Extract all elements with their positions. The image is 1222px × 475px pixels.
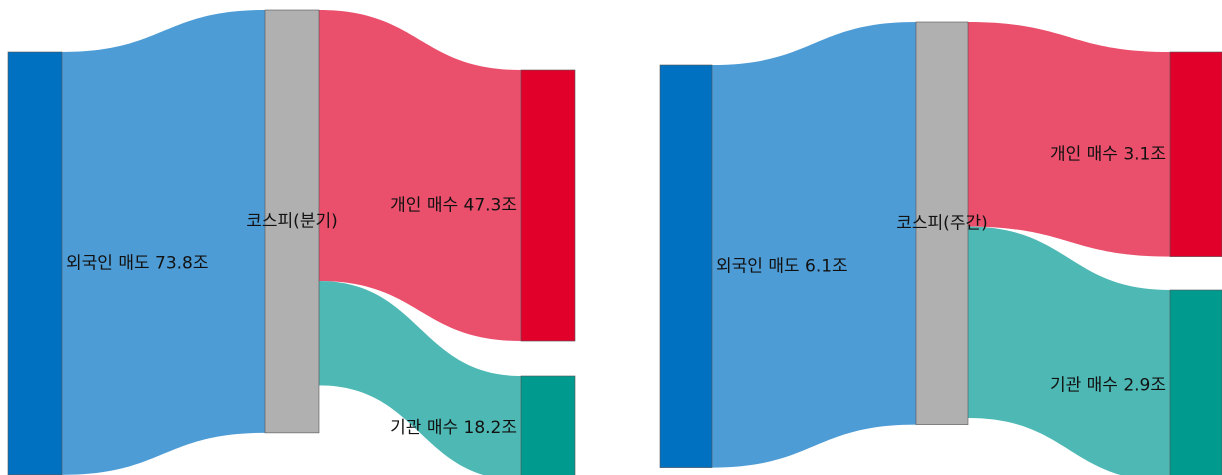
node <box>520 69 576 342</box>
link <box>968 226 1170 475</box>
node <box>659 64 713 468</box>
node <box>264 9 320 434</box>
node <box>7 51 63 475</box>
link <box>319 281 521 475</box>
node <box>1169 289 1222 475</box>
link <box>62 10 265 475</box>
node-label: 외국인 매도 6.1조 <box>716 256 848 276</box>
node-label: 외국인 매도 73.8조 <box>66 253 209 273</box>
link <box>968 22 1170 257</box>
link <box>319 10 521 342</box>
node <box>915 21 969 425</box>
node-label: 코스피(주간) <box>896 213 987 233</box>
link <box>712 22 916 468</box>
node-label: 개인 매수 3.1조 <box>1050 144 1166 164</box>
node-label: 기관 매수 2.9조 <box>1050 376 1166 396</box>
node <box>1169 51 1222 257</box>
node-label: 개인 매수 47.3조 <box>390 196 517 216</box>
node <box>520 375 576 475</box>
node-label: 코스피(분기) <box>246 211 337 231</box>
node-label: 기관 매수 18.2조 <box>390 418 517 438</box>
